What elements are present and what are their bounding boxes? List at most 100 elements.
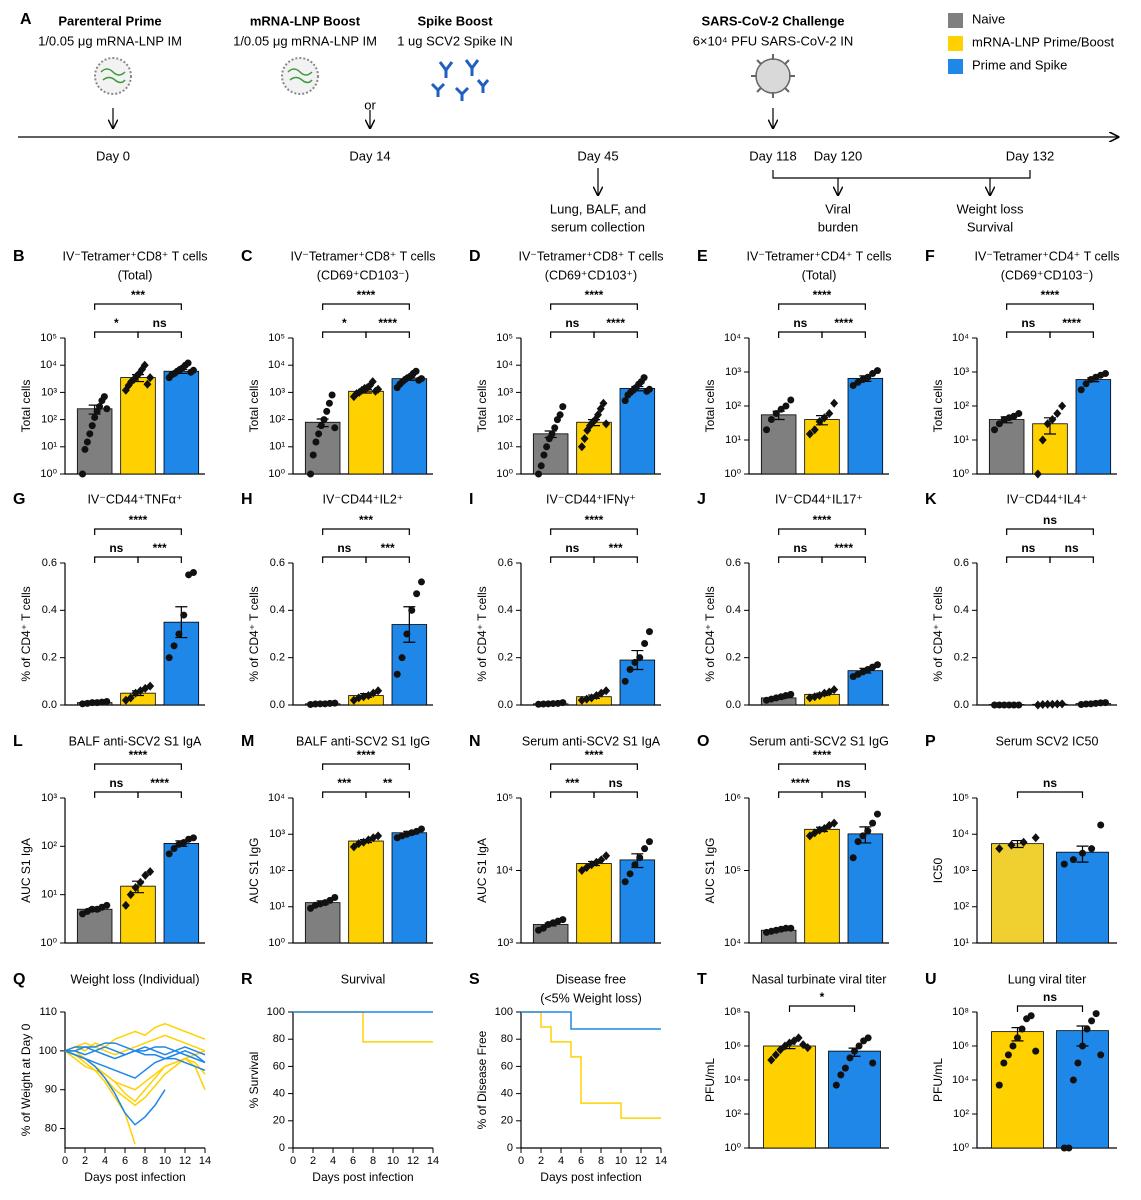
panel-label: P (925, 733, 936, 750)
y-tick-label: 0.6 (270, 557, 285, 569)
data-point (331, 424, 339, 432)
y-tick-label: 0.6 (726, 557, 741, 569)
data-point (315, 430, 323, 438)
significance-label: ns (609, 776, 623, 790)
x-tick-label: 12 (179, 1155, 191, 1167)
axes (976, 563, 1117, 706)
y-tick-label: 10¹ (497, 441, 513, 453)
panel-label: K (925, 491, 937, 508)
x-axis-label: Days post infection (84, 1170, 185, 1184)
data-point (1058, 401, 1067, 411)
chart-title: Nasal turbinate viral titer (752, 972, 887, 986)
y-axis-label: Total cells (475, 380, 489, 433)
bar (576, 863, 612, 944)
significance-label: ** (383, 776, 393, 790)
significance-label: **** (585, 748, 604, 762)
data-point (846, 1054, 854, 1062)
chart-title: IV⁻CD44⁺IL4⁺ (1007, 492, 1088, 506)
significance-bracket (1016, 1005, 1084, 1012)
y-axis-label: AUC S1 IgA (475, 838, 489, 903)
significance-bracket (94, 791, 139, 798)
data-point (141, 870, 150, 880)
y-tick-label: 10³ (41, 386, 57, 398)
y-tick-label: 10² (953, 901, 969, 913)
readout: Lung, BALF, and (550, 201, 646, 216)
axes (520, 563, 661, 706)
data-point (320, 416, 328, 424)
data-point (830, 398, 839, 408)
data-point (645, 628, 653, 636)
data-point (621, 677, 629, 685)
data-point (79, 470, 87, 478)
panel-label: D (469, 248, 481, 265)
significance-bracket (1006, 303, 1094, 310)
y-tick-label: 10² (41, 414, 57, 426)
legend-swatch (948, 36, 963, 51)
chart-title: Lung viral titer (1008, 972, 1087, 986)
data-point (328, 391, 336, 399)
significance-label: **** (1062, 316, 1081, 330)
significance-bracket (1006, 528, 1094, 535)
data-point (559, 916, 567, 924)
significance-label: *** (337, 776, 351, 790)
data-point (417, 578, 425, 586)
x-tick-label: 10 (615, 1155, 627, 1167)
data-point (1014, 1034, 1021, 1042)
data-point (1053, 409, 1062, 419)
data-point (995, 844, 1004, 854)
axes (520, 338, 661, 475)
bar (760, 414, 797, 475)
data-point (556, 411, 564, 419)
legend-swatch (948, 13, 963, 28)
significance-bracket (778, 791, 823, 798)
data-point (787, 690, 795, 698)
data-point (83, 438, 91, 446)
y-tick-label: 0.4 (42, 604, 57, 616)
step-detail: 1/0.05 μg mRNA-LNP IM (233, 33, 377, 48)
data-point (602, 419, 611, 429)
y-tick-label: 10² (953, 400, 969, 412)
y-tick-label: 0.0 (726, 699, 741, 711)
significance-label: **** (834, 541, 853, 555)
day-label: Day 118 (749, 148, 796, 163)
significance-bracket (94, 331, 139, 338)
chart-title: Serum anti-SCV2 S1 IgG (749, 734, 889, 748)
significance-bracket (1049, 331, 1094, 338)
significance-label: ns (1043, 776, 1057, 790)
data-point (1043, 419, 1052, 429)
chart-subtitle: (CD69⁺CD103⁻) (317, 268, 409, 282)
data-point (1007, 840, 1016, 850)
data-point (631, 861, 639, 869)
bar (828, 1050, 881, 1149)
bar (847, 833, 884, 944)
chart-title: IV⁻Tetramer⁺CD4⁺ T cells (974, 249, 1119, 263)
significance-bracket (821, 556, 866, 563)
chart-subtitle: (CD69⁺CD103⁻) (1001, 268, 1093, 282)
significance-bracket (322, 528, 410, 535)
y-tick-label: 10⁵ (40, 332, 57, 344)
chart-title: IV⁻Tetramer⁺CD8⁺ T cells (290, 249, 435, 263)
y-tick-label: 10² (269, 414, 285, 426)
data-point (417, 825, 425, 833)
series-line (64, 1050, 206, 1091)
axes (64, 563, 205, 706)
y-tick-label: 80 (45, 1122, 57, 1134)
data-point (782, 402, 790, 410)
data-point (869, 1059, 877, 1067)
data-point (331, 699, 339, 707)
bar (1075, 379, 1112, 475)
y-tick-label: 40 (501, 1088, 513, 1100)
data-point (1082, 380, 1090, 388)
legend-label: mRNA-LNP Prime/Boost (972, 34, 1114, 49)
data-point (374, 384, 383, 394)
data-point (543, 443, 551, 451)
significance-label: **** (150, 776, 169, 790)
significance-bracket (593, 791, 638, 798)
significance-label: ns (1021, 541, 1035, 555)
significance-label: **** (813, 513, 832, 527)
y-tick-label: 10⁰ (40, 937, 57, 949)
significance-label: **** (585, 513, 604, 527)
data-point (859, 832, 867, 840)
data-point (1092, 1010, 1100, 1018)
y-tick-label: 0.2 (498, 652, 513, 664)
